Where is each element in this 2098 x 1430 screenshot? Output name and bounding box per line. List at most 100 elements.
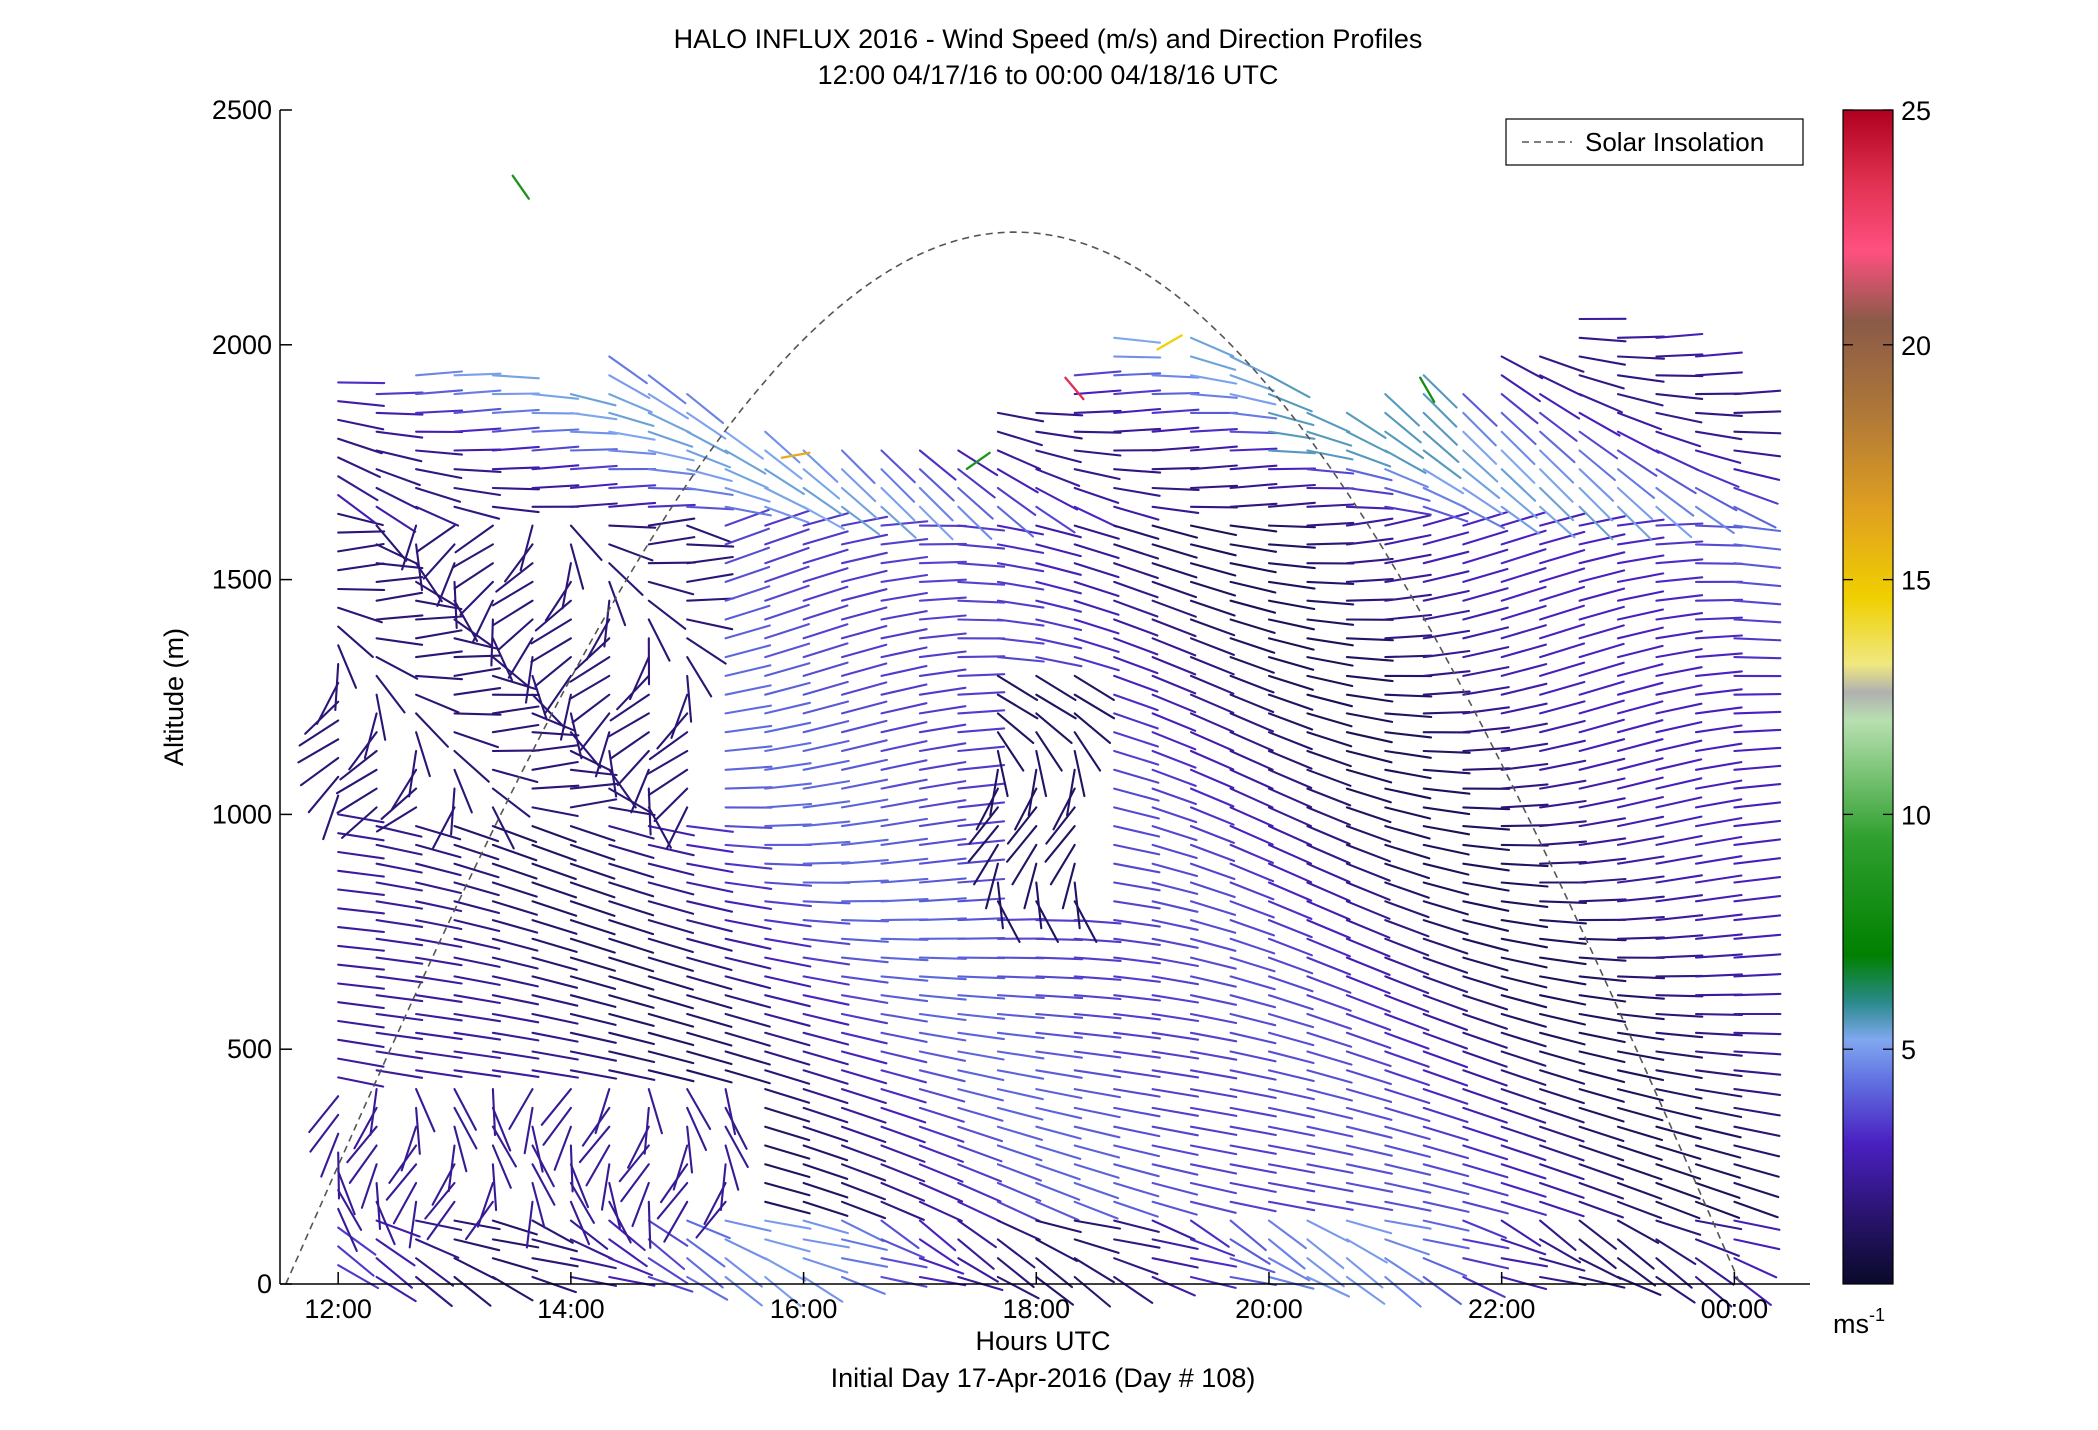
wind-vector xyxy=(1114,601,1157,617)
wind-vector xyxy=(583,1108,609,1146)
wind-vector xyxy=(1424,1277,1461,1304)
wind-vector xyxy=(1502,976,1547,987)
wind-vector xyxy=(882,1221,919,1248)
wind-vector xyxy=(765,1202,810,1214)
wind-vector xyxy=(416,732,430,776)
wind-vector xyxy=(1618,1146,1662,1160)
wind-vector xyxy=(533,826,576,842)
wind-vector xyxy=(804,1127,848,1142)
wind-vector xyxy=(804,1221,848,1234)
wind-vector xyxy=(1153,1146,1198,1155)
wind-vector xyxy=(1231,1146,1276,1154)
wind-vector xyxy=(1347,1221,1391,1234)
wind-vector xyxy=(1618,1070,1663,1080)
wind-vector xyxy=(998,469,1038,492)
wind-vector xyxy=(1036,582,1081,593)
wind-vector xyxy=(1618,628,1663,639)
wind-vector xyxy=(1424,864,1469,875)
wind-vector xyxy=(1540,587,1584,601)
wind-vector xyxy=(920,1052,965,1061)
wind-vector xyxy=(1269,939,1312,956)
wind-vector xyxy=(1656,1146,1700,1159)
wind-vector xyxy=(1385,789,1430,799)
wind-vector xyxy=(1231,995,1275,1007)
wind-vector xyxy=(1075,1277,1110,1307)
wind-vector xyxy=(1153,939,1198,948)
wind-vector xyxy=(362,1164,377,1208)
wind-vector xyxy=(1385,845,1429,859)
wind-vector xyxy=(1153,1108,1198,1116)
wind-vector xyxy=(1502,1164,1546,1178)
wind-vector xyxy=(687,1052,731,1065)
wind-vector xyxy=(533,958,577,970)
wind-vector xyxy=(1696,1221,1741,1230)
wind-vector xyxy=(377,920,423,927)
wind-vector xyxy=(1734,1146,1779,1157)
wind-vector xyxy=(416,469,461,478)
wind-vector xyxy=(998,413,1043,421)
wind-vector xyxy=(1656,778,1701,788)
wind-vector xyxy=(1734,1258,1776,1277)
wind-vector xyxy=(804,682,848,695)
wind-vector xyxy=(1269,676,1313,690)
x-tick-label: 18:00 xyxy=(1002,1294,1070,1324)
wind-vector xyxy=(1463,451,1497,482)
wind-vector xyxy=(1307,958,1350,975)
wind-vector xyxy=(1385,394,1419,425)
wind-vector xyxy=(1153,883,1198,894)
wind-vector xyxy=(1580,1164,1623,1179)
wind-vector xyxy=(1153,845,1197,858)
wind-vector xyxy=(726,1014,770,1027)
wind-vector xyxy=(1231,638,1275,653)
wind-vector xyxy=(726,665,771,676)
wind-vector xyxy=(1734,1202,1777,1217)
wind-vector xyxy=(377,1014,423,1020)
wind-vector xyxy=(958,1146,1001,1162)
wind-vector xyxy=(1307,826,1349,844)
wind-vector xyxy=(1580,1277,1625,1288)
wind-vector xyxy=(1385,770,1430,778)
wind-vector xyxy=(765,1221,810,1229)
wind-vector xyxy=(425,1183,454,1219)
wind-vector xyxy=(377,695,386,740)
wind-vector xyxy=(1580,779,1625,789)
wind-vector xyxy=(1075,657,1119,670)
wind-vector xyxy=(804,643,848,657)
wind-vector xyxy=(1269,601,1314,609)
wind-vector xyxy=(726,939,771,949)
colorbar-unit-base: ms xyxy=(1833,1309,1869,1339)
wind-vector xyxy=(1540,1089,1584,1103)
wind-vector xyxy=(453,544,493,567)
wind-vector xyxy=(1696,469,1739,487)
wind-vector xyxy=(1153,1221,1195,1240)
wind-vector xyxy=(1734,1183,1778,1197)
wind-vector xyxy=(1618,701,1662,713)
wind-vector xyxy=(338,908,384,913)
wind-vector xyxy=(1036,1239,1077,1261)
wind-vector xyxy=(1656,1089,1701,1098)
wind-vector xyxy=(338,927,384,932)
wind-vector xyxy=(998,883,1003,929)
wind-vector xyxy=(1656,613,1702,619)
wind-vector xyxy=(1231,1127,1276,1135)
wind-vector xyxy=(998,1127,1042,1140)
wind-vector xyxy=(1502,684,1547,695)
wind-vector xyxy=(1191,620,1234,636)
wind-vector xyxy=(1153,732,1196,749)
wind-vector xyxy=(882,1070,926,1082)
wind-vector xyxy=(309,1096,338,1132)
wind-vector xyxy=(882,760,927,770)
wind-vector xyxy=(1114,789,1158,801)
wind-vector xyxy=(1153,582,1196,597)
wind-vector xyxy=(920,706,966,713)
wind-vector xyxy=(842,469,875,501)
wind-vector xyxy=(1008,807,1036,843)
wind-vector xyxy=(377,544,419,564)
wind-vector xyxy=(882,1164,925,1181)
wind-vector xyxy=(842,1089,886,1103)
wind-vector xyxy=(1191,1221,1229,1247)
wind-vector xyxy=(1540,976,1585,984)
wind-vector xyxy=(1463,608,1507,620)
wind-vector xyxy=(1656,1183,1699,1199)
